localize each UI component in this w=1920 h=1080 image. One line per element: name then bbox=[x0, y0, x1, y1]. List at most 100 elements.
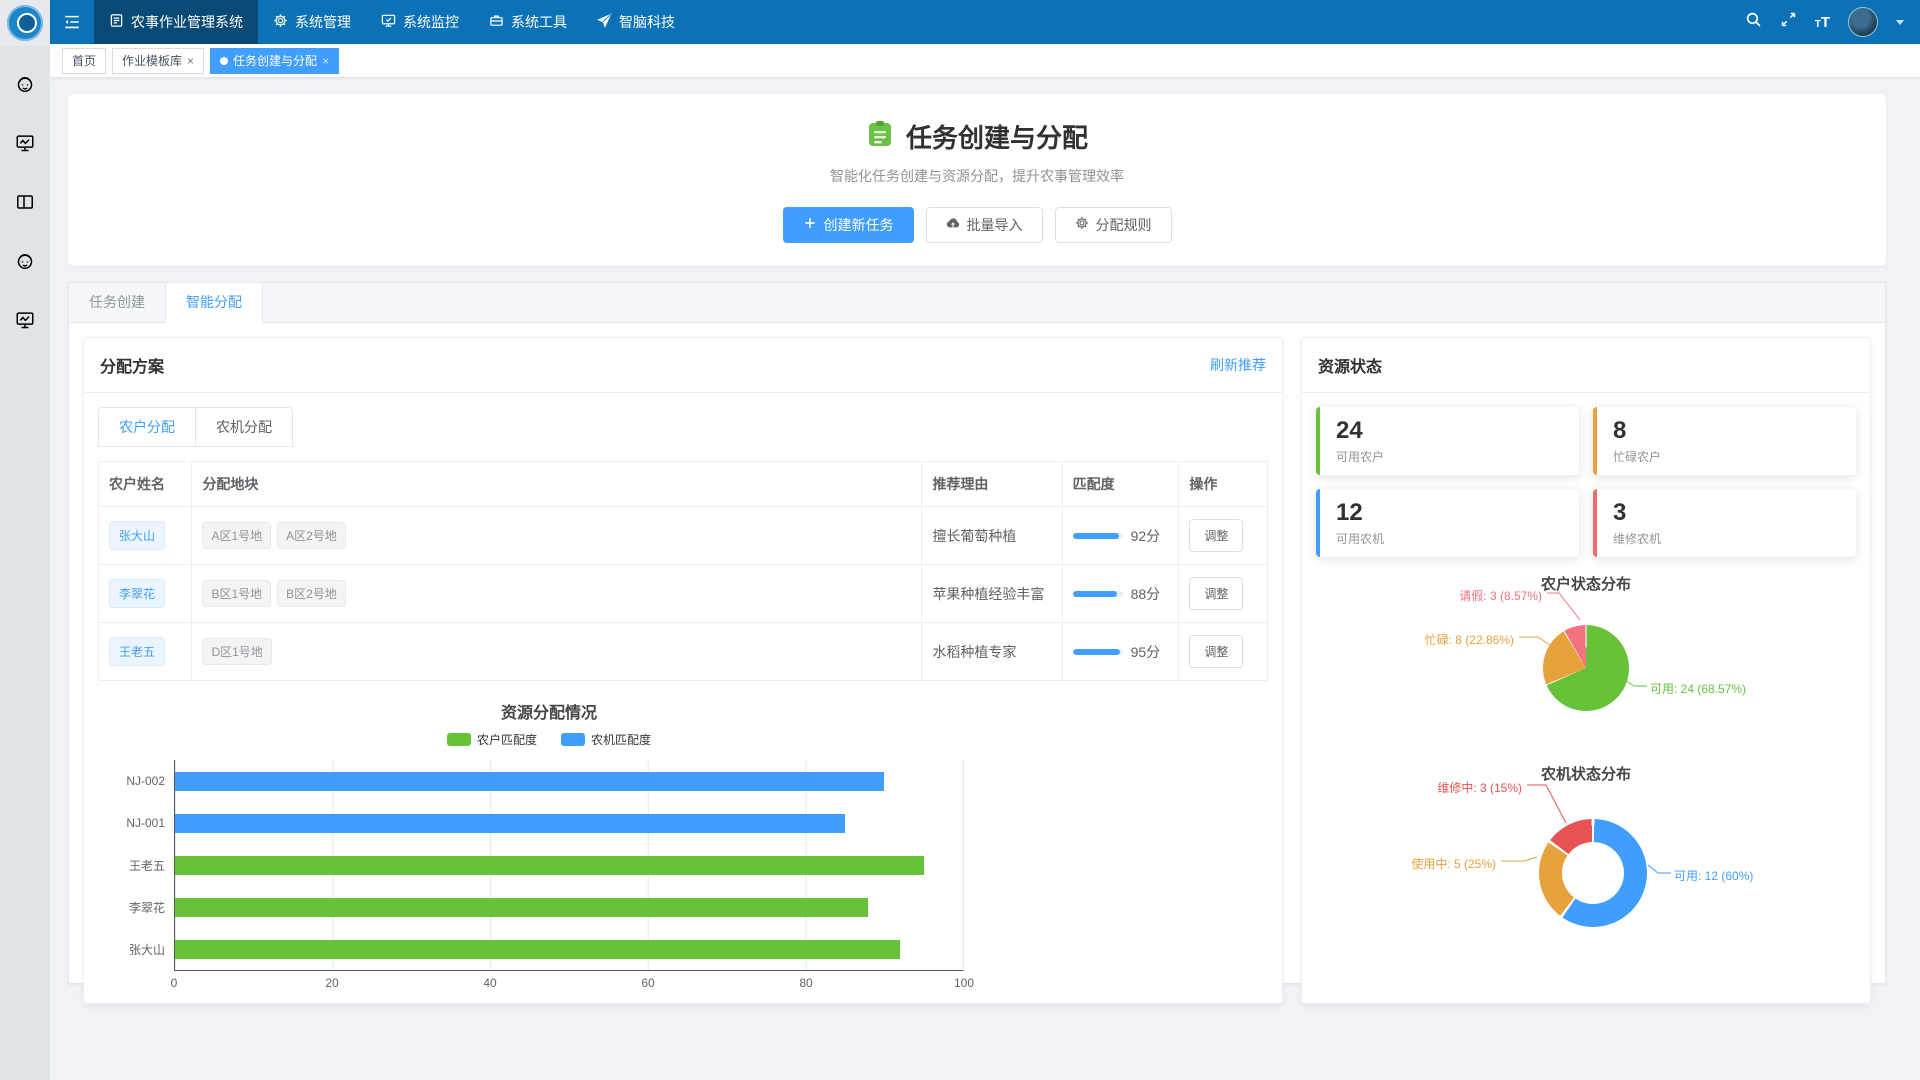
allocation-panel: 分配方案 刷新推荐 农户分配农机分配 农户姓名分配地块推荐理由匹配度操作张大山A… bbox=[83, 337, 1283, 1004]
batch-import-button[interactable]: 批量导入 bbox=[926, 207, 1043, 243]
breadcrumb-tag[interactable]: 任务创建与分配 × bbox=[210, 48, 339, 74]
app-logo[interactable] bbox=[0, 0, 50, 46]
plot-tag: A区2号地 bbox=[277, 522, 346, 549]
monitor-chart-icon[interactable] bbox=[15, 310, 35, 335]
nav-menu-item[interactable]: 系统管理 bbox=[258, 0, 366, 44]
fullscreen-icon[interactable] bbox=[1780, 11, 1797, 33]
stat-label: 可用农机 bbox=[1336, 530, 1563, 547]
resources-panel: 资源状态 24可用农户8忙碌农户12可用农机3维修农机 农户状态分布 请假: 3… bbox=[1301, 337, 1871, 1004]
adjust-button[interactable]: 调整 bbox=[1189, 577, 1243, 610]
close-icon[interactable]: × bbox=[187, 55, 194, 67]
upload-icon bbox=[946, 216, 960, 233]
y-axis-label: 张大山 bbox=[104, 928, 174, 970]
adjust-button[interactable]: 调整 bbox=[1189, 519, 1243, 552]
column-header: 推荐理由 bbox=[922, 462, 1062, 506]
main-tabs-card: 任务创建智能分配 分配方案 刷新推荐 农户分配农机分配 农户姓名分配地块推荐理由… bbox=[68, 282, 1886, 984]
stat-label: 忙碌农户 bbox=[1613, 448, 1840, 465]
bar-chart-title: 资源分配情况 bbox=[104, 699, 994, 723]
tab-farmer-allocation[interactable]: 农户分配 bbox=[99, 408, 195, 446]
nav-menu-item[interactable]: 系统工具 bbox=[474, 0, 582, 44]
app-window: 农事作业管理系统系统管理系统监控系统工具智脑科技 TT 首页作业模板库×任务创建… bbox=[0, 0, 1920, 1080]
column-header: 农户姓名 bbox=[99, 462, 192, 506]
tab-machine-allocation[interactable]: 农机分配 bbox=[195, 408, 292, 446]
refresh-recommend-link[interactable]: 刷新推荐 bbox=[1210, 355, 1266, 375]
page-subtitle: 智能化任务创建与资源分配，提升农事管理效率 bbox=[830, 166, 1124, 186]
match-score: 88分 bbox=[1073, 584, 1161, 604]
bar bbox=[175, 898, 868, 917]
pie-slice-label: 请假: 3 (8.57%) bbox=[1459, 587, 1542, 604]
tab-task-create[interactable]: 任务创建 bbox=[69, 283, 165, 322]
column-header: 匹配度 bbox=[1063, 462, 1180, 506]
plot-tag: B区1号地 bbox=[202, 580, 271, 607]
hamburger-icon[interactable] bbox=[50, 0, 94, 44]
robot-icon[interactable] bbox=[15, 74, 35, 99]
score-bar bbox=[1073, 533, 1123, 539]
nav-menu-item-label: 系统监控 bbox=[403, 12, 459, 32]
farmer-name-tag[interactable]: 王老五 bbox=[109, 637, 165, 666]
create-task-button[interactable]: 创建新任务 bbox=[783, 207, 914, 243]
legend-swatch bbox=[447, 733, 471, 746]
nav-menu-item[interactable]: 智脑科技 bbox=[582, 0, 690, 44]
gear-icon bbox=[1075, 216, 1089, 233]
breadcrumb-tag[interactable]: 首页 bbox=[62, 48, 106, 74]
toolbox-icon bbox=[489, 13, 504, 31]
bar-chart-x-axis: 020406080100 bbox=[174, 971, 964, 989]
pie-slice-label: 可用: 24 (68.57%) bbox=[1650, 680, 1746, 697]
pie-slice-label: 忙碌: 8 (22.86%) bbox=[1425, 631, 1514, 648]
pie-slice-label: 维修中: 3 (15%) bbox=[1437, 779, 1522, 796]
close-icon[interactable]: × bbox=[322, 55, 329, 67]
legend-item[interactable]: 农户匹配度 bbox=[447, 731, 537, 748]
plot-tag: D区1号地 bbox=[202, 638, 271, 665]
font-size-icon[interactable]: TT bbox=[1815, 15, 1830, 30]
stat-label: 可用农户 bbox=[1336, 448, 1563, 465]
x-axis-tick-label: 0 bbox=[171, 976, 178, 990]
allocation-table: 农户姓名分配地块推荐理由匹配度操作张大山A区1号地A区2号地擅长葡萄种植92分调… bbox=[98, 461, 1268, 681]
form-icon bbox=[109, 13, 124, 31]
page-content: 任务创建与分配 智能化任务创建与资源分配，提升农事管理效率 创建新任务批量导入分… bbox=[50, 78, 1920, 1080]
legend-label: 农户匹配度 bbox=[477, 731, 537, 748]
bar-chart-legend: 农户匹配度 农机匹配度 bbox=[104, 731, 994, 748]
recommend-reason: 苹果种植经验丰富 bbox=[922, 565, 1062, 622]
allocation-title: 分配方案 bbox=[100, 353, 164, 377]
recommend-reason: 水稻种植专家 bbox=[922, 623, 1062, 680]
nav-menu-item[interactable]: 系统监控 bbox=[366, 0, 474, 44]
columns-icon[interactable] bbox=[15, 192, 35, 217]
farmer-name-tag[interactable]: 张大山 bbox=[109, 521, 165, 550]
caret-down-icon[interactable] bbox=[1896, 20, 1904, 25]
resources-title: 资源状态 bbox=[1318, 353, 1382, 377]
resource-stats: 24可用农户8忙碌农户12可用农机3维修农机 bbox=[1316, 407, 1856, 557]
robot-icon[interactable] bbox=[15, 251, 35, 276]
tab-smart-allocation[interactable]: 智能分配 bbox=[165, 283, 263, 323]
x-axis-tick-label: 20 bbox=[325, 976, 338, 990]
bar-chart-y-labels: NJ-002NJ-001王老五李翠花张大山 bbox=[104, 760, 174, 971]
y-axis-label: NJ-001 bbox=[104, 802, 174, 844]
farmer-name-tag[interactable]: 李翠花 bbox=[109, 579, 165, 608]
y-axis-label: NJ-002 bbox=[104, 760, 174, 802]
stat-value: 12 bbox=[1336, 499, 1563, 527]
allocation-rules-button[interactable]: 分配规则 bbox=[1055, 207, 1172, 243]
breadcrumb-tag[interactable]: 作业模板库 × bbox=[112, 48, 204, 74]
bar bbox=[175, 814, 845, 833]
tag-label: 任务创建与分配 bbox=[233, 52, 317, 69]
recommend-reason: 擅长葡萄种植 bbox=[922, 507, 1062, 564]
nav-menu-item-label: 农事作业管理系统 bbox=[131, 12, 243, 32]
stat-value: 8 bbox=[1613, 417, 1840, 445]
tag-label: 作业模板库 bbox=[122, 52, 182, 69]
legend-item[interactable]: 农机匹配度 bbox=[561, 731, 651, 748]
plot-tag: B区2号地 bbox=[277, 580, 346, 607]
hero-card: 任务创建与分配 智能化任务创建与资源分配，提升农事管理效率 创建新任务批量导入分… bbox=[68, 94, 1886, 266]
donut-hole bbox=[1562, 842, 1624, 904]
monitor-chart-icon[interactable] bbox=[15, 133, 35, 158]
bar-row bbox=[175, 886, 963, 928]
nav-menu-item[interactable]: 农事作业管理系统 bbox=[94, 0, 258, 44]
sidebar bbox=[0, 0, 50, 1080]
nav-menu-item-label: 系统管理 bbox=[295, 12, 351, 32]
search-icon[interactable] bbox=[1745, 11, 1762, 33]
resource-stat-card: 3维修农机 bbox=[1593, 489, 1856, 557]
resource-stat-card: 8 忙碌农户 bbox=[1593, 407, 1856, 475]
hero-buttons: 创建新任务批量导入分配规则 bbox=[783, 207, 1172, 243]
pie-graphic bbox=[1543, 625, 1629, 711]
adjust-button[interactable]: 调整 bbox=[1189, 635, 1243, 668]
active-dot-icon bbox=[220, 57, 228, 65]
user-avatar[interactable] bbox=[1848, 7, 1878, 37]
